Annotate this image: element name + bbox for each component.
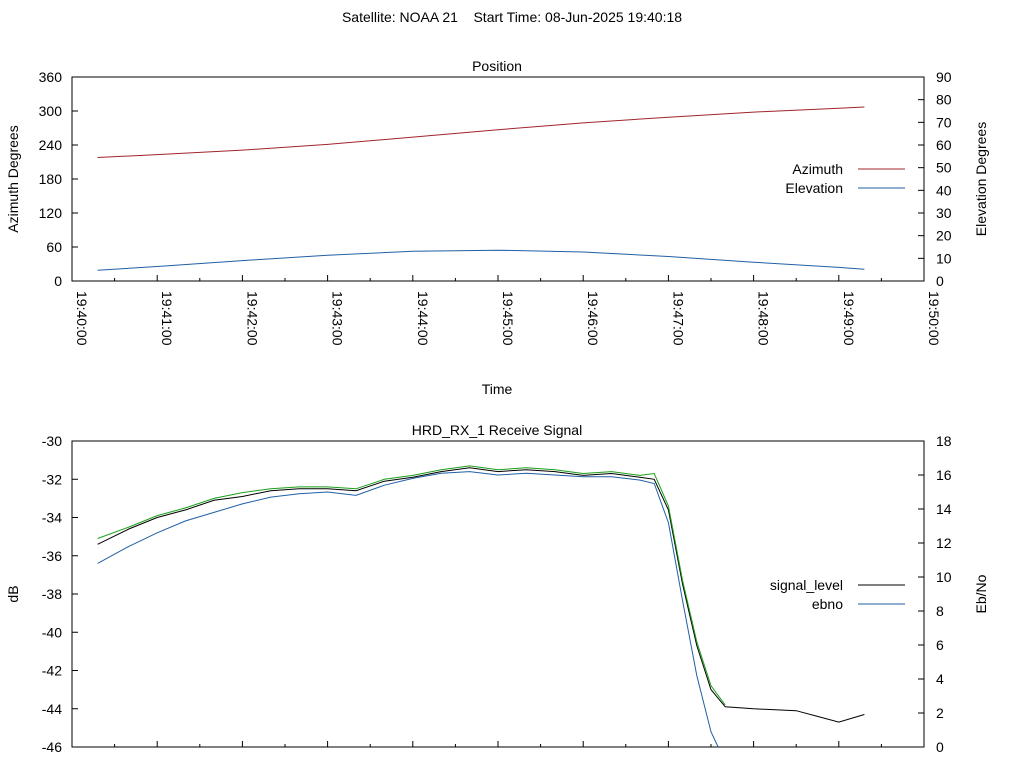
position-y2-axis-label: Elevation Degrees (973, 122, 989, 236)
x-tick-label: 19:50:00 (926, 291, 942, 346)
signal-chart-title: HRD_RX_1 Receive Signal (412, 422, 582, 438)
series-line-series-2 (97, 465, 726, 706)
y-tick-label: -32 (42, 471, 62, 487)
y-tick-label: -30 (42, 433, 62, 449)
x-tick-label: 19:40:00 (74, 291, 90, 346)
y-tick-label: -38 (42, 586, 62, 602)
y-tick-label: 360 (39, 69, 63, 85)
y2-tick-label: 50 (936, 160, 952, 176)
x-tick-label: 19:48:00 (756, 291, 772, 346)
y-tick-label: -34 (42, 510, 62, 526)
figure-title: Satellite: NOAA 21 Start Time: 08-Jun-20… (342, 9, 682, 25)
y2-tick-label: 2 (936, 705, 944, 721)
legend-label: signal_level (770, 577, 843, 593)
y-tick-label: -46 (42, 739, 62, 755)
position-marks: 0 60 120 180 240 300 360 0 10 20 30 40 50 60 70 80 90 19:… (39, 69, 952, 346)
y2-tick-label: 12 (936, 535, 952, 551)
y-tick-label: 120 (39, 205, 63, 221)
y-tick-label: 60 (46, 239, 62, 255)
y-tick-label: -44 (42, 701, 62, 717)
x-tick-label: 19:45:00 (500, 291, 516, 346)
y-tick-label: -40 (42, 624, 62, 640)
position-chart-title: Position (472, 58, 522, 74)
y2-tick-label: 18 (936, 433, 952, 449)
y2-tick-label: 80 (936, 92, 952, 108)
y2-tick-label: 60 (936, 137, 952, 153)
y2-tick-label: 0 (936, 273, 944, 289)
signal-y-axis-label: dB (5, 585, 21, 602)
y2-tick-label: 70 (936, 114, 952, 130)
y2-tick-label: 10 (936, 250, 952, 266)
signal-plot-frame (71, 440, 925, 748)
x-tick-label: 19:42:00 (244, 291, 260, 346)
y2-tick-label: 6 (936, 637, 944, 653)
signal-y2-axis-label: Eb/No (973, 574, 989, 613)
y-tick-label: -36 (42, 548, 62, 564)
position-y-axis-label: Azimuth Degrees (5, 125, 21, 232)
y-tick-label: 0 (54, 273, 62, 289)
x-tick-label: 19:47:00 (670, 291, 686, 346)
y-tick-label: 180 (39, 171, 63, 187)
y2-tick-label: 40 (936, 182, 952, 198)
series-line-Elevation (97, 249, 865, 271)
legend-label: Elevation (785, 180, 843, 196)
y2-tick-label: 90 (936, 69, 952, 85)
y-tick-label: -42 (42, 663, 62, 679)
y2-tick-label: 8 (936, 603, 944, 619)
y2-tick-label: 14 (936, 501, 952, 517)
series-line-ebno (97, 471, 719, 748)
series-line-signal_level (97, 467, 865, 723)
legend-label: Azimuth (792, 161, 843, 177)
y2-tick-label: 16 (936, 467, 952, 483)
y2-tick-label: 4 (936, 671, 944, 687)
x-tick-label: 19:41:00 (159, 291, 175, 346)
x-tick-label: 19:43:00 (330, 291, 346, 346)
series-line-Azimuth (97, 106, 865, 158)
y2-tick-label: 10 (936, 569, 952, 585)
y2-tick-label: 20 (936, 228, 952, 244)
signal-marks: -30 -32 -34 -36 -38 -40 -42 -44 -46 0 2 4 6 8 10 12 14 16… (42, 433, 952, 755)
y2-tick-label: 30 (936, 205, 952, 221)
x-tick-label: 19:49:00 (841, 291, 857, 346)
x-tick-label: 19:44:00 (415, 291, 431, 346)
x-tick-label: 19:46:00 (585, 291, 601, 346)
y-tick-label: 240 (39, 137, 63, 153)
position-x-axis-label: Time (482, 381, 513, 397)
y2-tick-label: 0 (936, 739, 944, 755)
legend-label: ebno (812, 596, 843, 612)
y-tick-label: 300 (39, 103, 63, 119)
